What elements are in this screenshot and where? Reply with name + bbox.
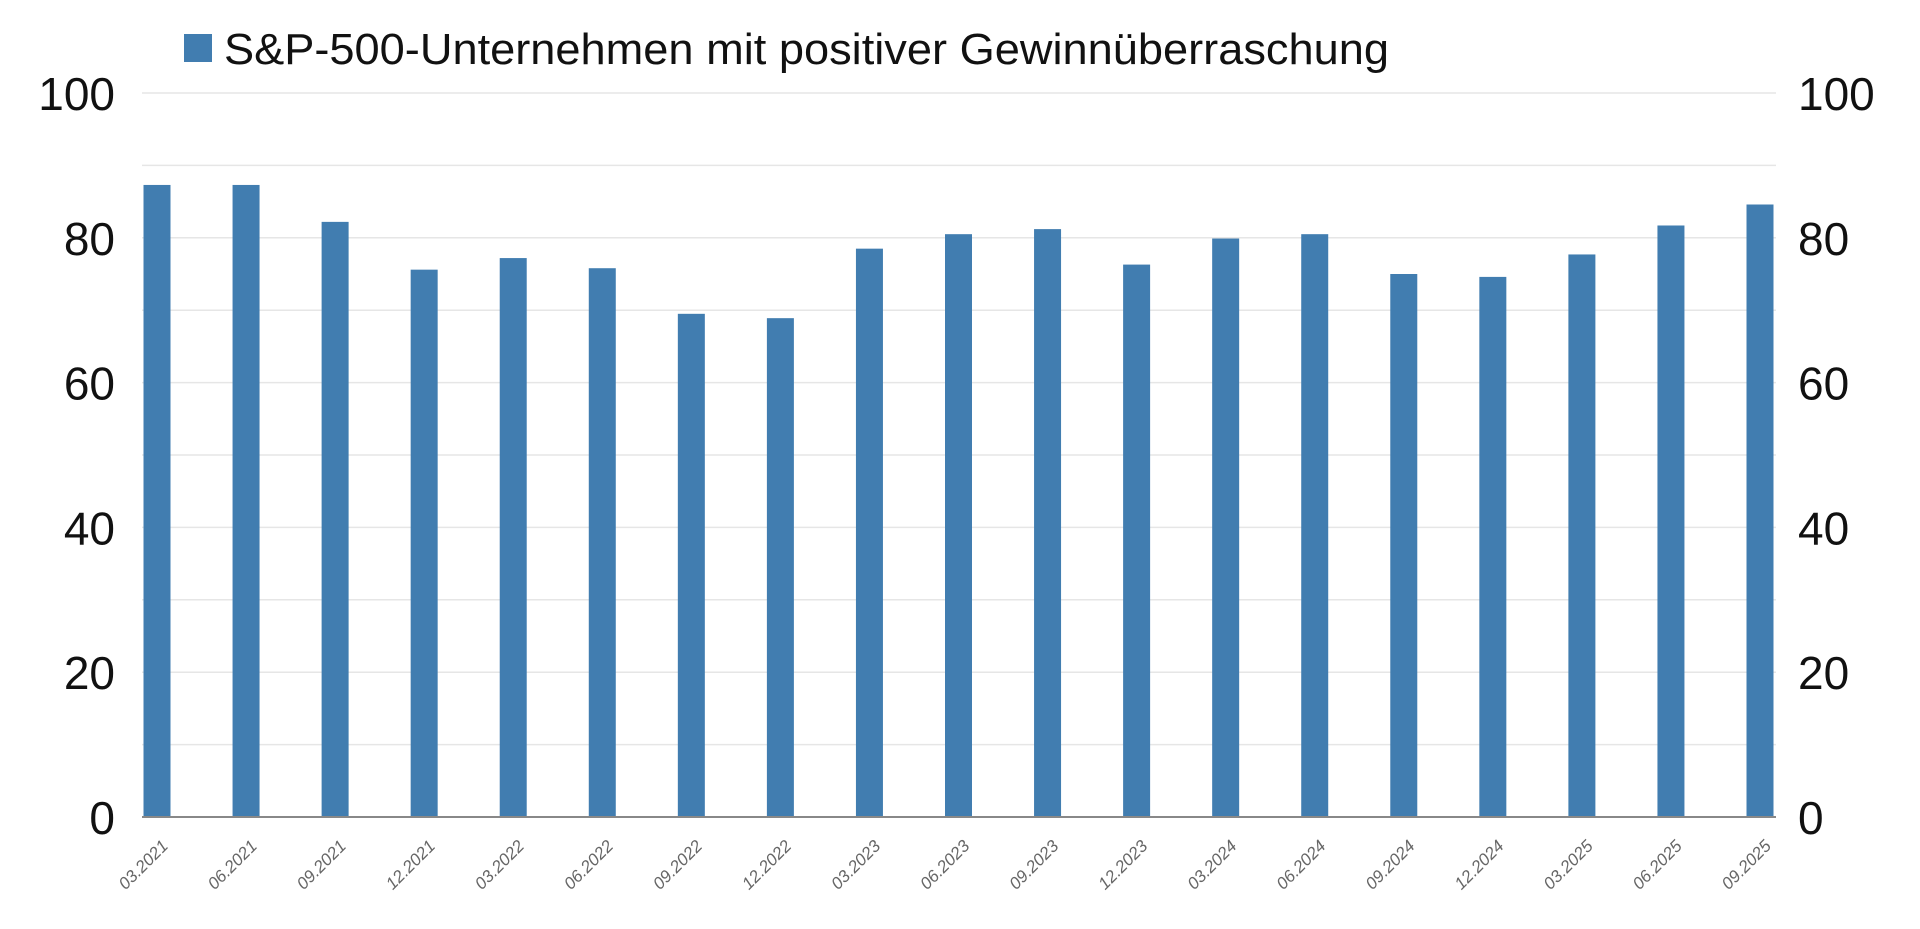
x-tick-label: 09.2024 (1362, 836, 1419, 893)
x-tick-label: 09.2025 (1718, 836, 1775, 893)
bar (410, 269, 438, 817)
bar (1568, 254, 1596, 817)
bar (1479, 276, 1507, 817)
bar (588, 268, 616, 817)
x-tick-label: 03.2021 (115, 836, 172, 893)
bar (232, 184, 260, 817)
y-tick-label-left: 40 (64, 502, 115, 554)
x-tick-label: 09.2023 (1005, 836, 1062, 893)
bar (143, 184, 171, 817)
y-tick-label-left: 80 (64, 213, 115, 265)
x-tick-label: 09.2022 (649, 836, 706, 893)
bar (1746, 204, 1774, 818)
bar (766, 318, 794, 817)
x-tick-label: 03.2022 (471, 836, 528, 893)
bar (1657, 225, 1685, 817)
y-axis-right: 0 20 40 60 80 100 (1798, 68, 1875, 844)
bar (321, 221, 349, 817)
x-tick-label: 03.2025 (1540, 836, 1597, 893)
y-tick-label-right: 80 (1798, 213, 1849, 265)
y-tick-label-right: 60 (1798, 358, 1849, 410)
x-tick-label: 03.2024 (1184, 836, 1241, 893)
x-tick-label: 12.2022 (738, 836, 795, 893)
x-tick-label: 12.2023 (1095, 836, 1152, 893)
y-tick-label-left: 60 (64, 358, 115, 410)
x-tick-label: 06.2024 (1273, 836, 1330, 893)
x-tick-label: 06.2021 (204, 836, 261, 893)
bar (945, 234, 972, 817)
x-tick-label: 03.2023 (827, 836, 884, 893)
bar (1034, 229, 1062, 817)
x-tick-label: 12.2021 (382, 836, 439, 893)
bars (143, 184, 1774, 818)
y-axis-left: 0 20 40 60 80 100 (38, 68, 115, 844)
bar (1390, 274, 1418, 817)
x-tick-label: 06.2023 (916, 836, 973, 893)
y-tick-label-left: 0 (89, 792, 115, 844)
x-tick-label: 06.2025 (1629, 836, 1686, 893)
bar (499, 258, 527, 817)
legend: S&P-500-Unternehmen mit positiver Gewinn… (184, 25, 1389, 74)
bar (1212, 238, 1240, 818)
y-tick-label-left: 20 (64, 647, 115, 699)
legend-label: S&P-500-Unternehmen mit positiver Gewinn… (224, 25, 1389, 74)
bar (677, 313, 705, 817)
y-tick-label-right: 40 (1798, 502, 1849, 554)
y-tick-label-right: 0 (1798, 792, 1824, 844)
bar (1301, 234, 1329, 817)
x-axis-labels: 03.2021 06.2021 09.2021 12.2021 03.2022 06.20… (115, 836, 1775, 893)
x-tick-label: 06.2022 (560, 836, 617, 893)
bar (1123, 264, 1151, 817)
y-tick-label-right: 100 (1798, 68, 1875, 120)
x-tick-label: 12.2024 (1451, 836, 1508, 893)
legend-swatch (184, 34, 212, 62)
bar (855, 248, 883, 817)
y-tick-label-left: 100 (38, 68, 115, 120)
x-tick-label: 09.2021 (293, 836, 350, 893)
y-tick-label-right: 20 (1798, 647, 1849, 699)
